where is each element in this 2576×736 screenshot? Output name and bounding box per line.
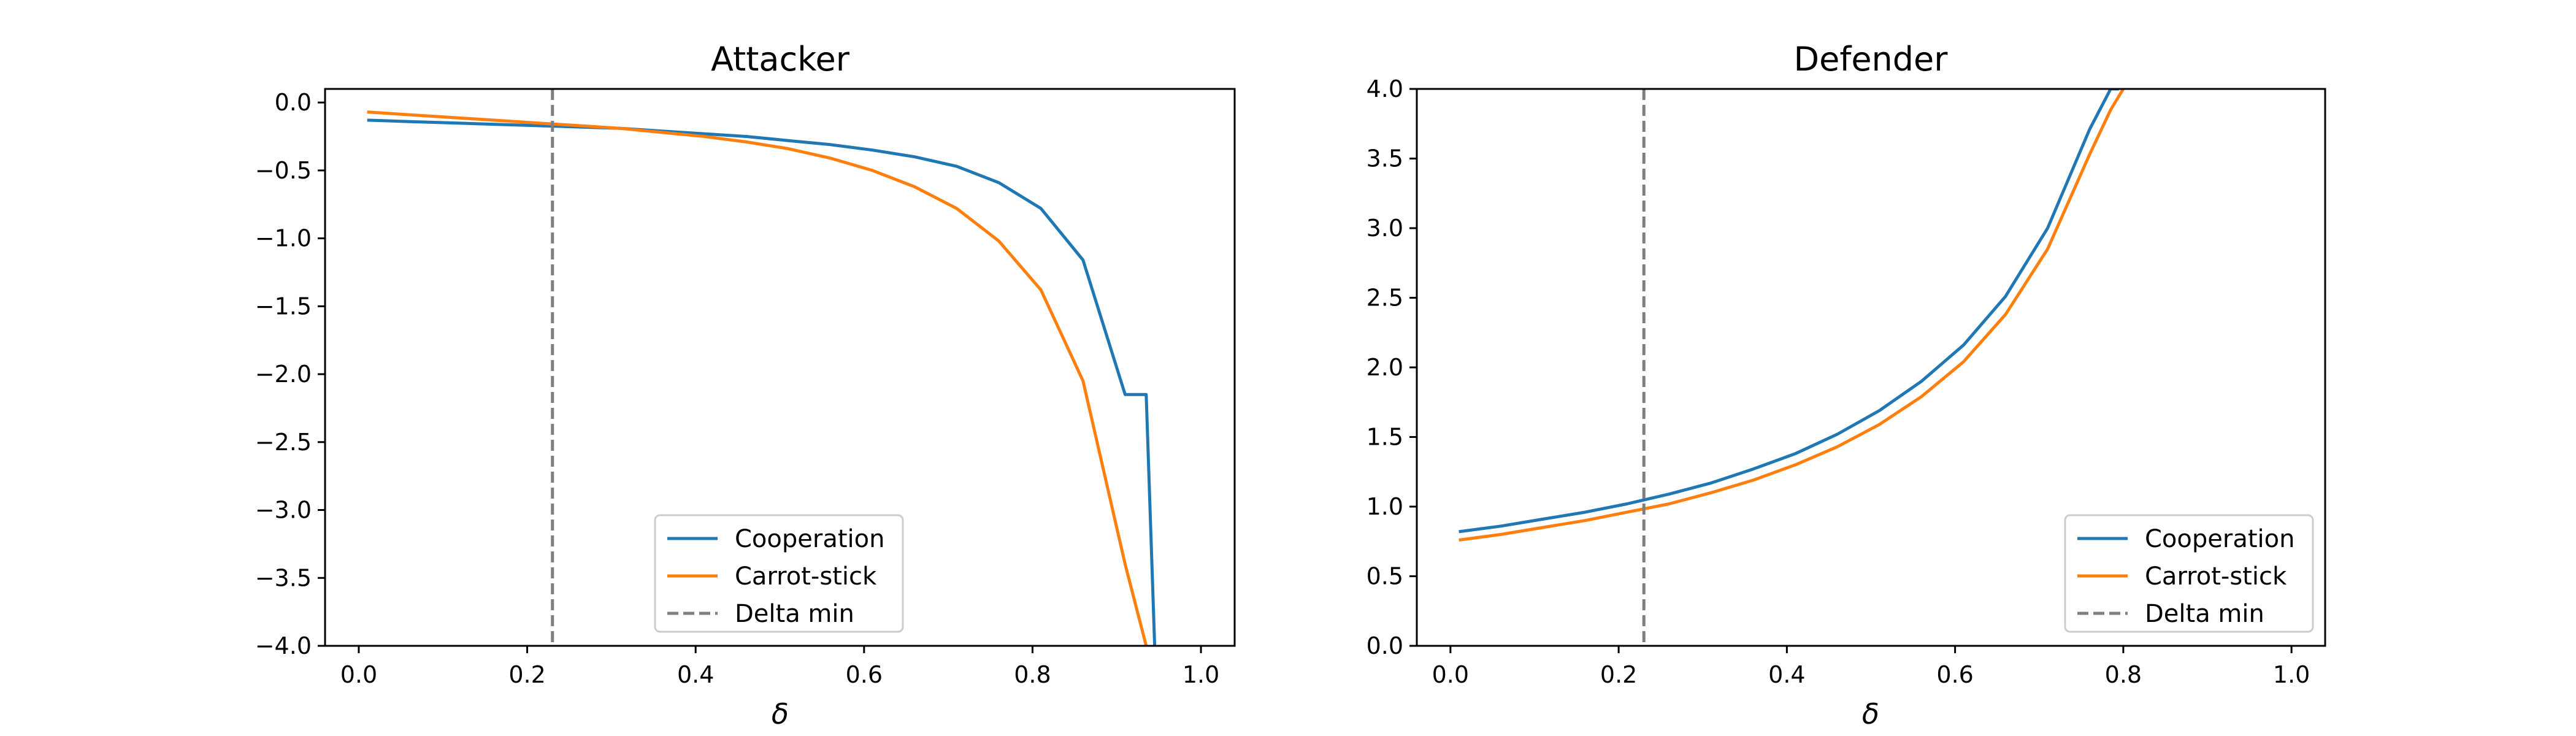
series-carrot-stick bbox=[367, 110, 1148, 646]
x-tick-label: 0.0 bbox=[340, 661, 377, 688]
legend-label: Delta min bbox=[2145, 600, 2264, 628]
y-tick-label: −1.0 bbox=[255, 225, 312, 252]
chart-title: Attacker bbox=[711, 40, 850, 79]
x-ticks: 0.0 0.2 0.4 0.6 0.8 1.0 bbox=[1432, 646, 2310, 688]
legend: Cooperation Carrot-stick Delta min bbox=[654, 514, 904, 633]
y-tick-label: −4.0 bbox=[255, 632, 312, 659]
x-tick-label: 1.0 bbox=[1183, 661, 1219, 688]
y-tick-label: 1.0 bbox=[1367, 493, 1403, 520]
legend: Cooperation Carrot-stick Delta min bbox=[2064, 514, 2314, 633]
x-tick-label: 0.2 bbox=[1600, 661, 1637, 688]
y-tick-label: −3.5 bbox=[255, 564, 312, 591]
series-cooperation bbox=[367, 118, 1157, 646]
x-tick-label: 0.6 bbox=[1936, 661, 1973, 688]
y-tick-label: 2.0 bbox=[1367, 354, 1403, 381]
series-cooperation bbox=[1459, 89, 2119, 534]
y-tick-label: 0.0 bbox=[275, 89, 312, 116]
x-axis-label: δ bbox=[1862, 697, 1879, 730]
x-tick-label: 0.0 bbox=[1432, 661, 1469, 688]
legend-label: Cooperation bbox=[735, 525, 884, 553]
legend-box bbox=[654, 514, 904, 633]
y-tick-label: 4.0 bbox=[1367, 75, 1403, 102]
x-tick-label: 0.4 bbox=[677, 661, 714, 688]
x-tick-label: 0.8 bbox=[2105, 661, 2142, 688]
y-tick-label: 1.5 bbox=[1367, 424, 1403, 451]
y-tick-label: 2.5 bbox=[1367, 285, 1403, 312]
y-tick-label: 3.5 bbox=[1367, 145, 1403, 172]
attacker-chart: Attacker 0.0 −0.5 −1.0 −1.5 −2.0 −2.5 −3.0 −3.5… bbox=[255, 40, 1236, 730]
series-carrot-stick bbox=[1459, 89, 2125, 542]
plot-frame bbox=[1416, 88, 2326, 647]
legend-label: Cooperation bbox=[2145, 525, 2294, 553]
y-ticks: 0.0 0.5 1.0 1.5 2.0 2.5 3.0 3.5 4.0 bbox=[1367, 75, 1417, 659]
x-tick-label: 0.8 bbox=[1014, 661, 1051, 688]
x-tick-label: 0.2 bbox=[508, 661, 545, 688]
y-tick-label: −0.5 bbox=[255, 157, 312, 184]
y-tick-label: −2.0 bbox=[255, 361, 312, 388]
y-tick-label: 0.5 bbox=[1367, 563, 1403, 590]
x-ticks: 0.0 0.2 0.4 0.6 0.8 1.0 bbox=[340, 646, 1219, 688]
defender-chart: Defender 0.0 0.5 1.0 1.5 2.0 2.5 3.0 3.5 4.0 0.0… bbox=[1367, 40, 2326, 730]
chart-title: Defender bbox=[1794, 40, 1949, 79]
y-tick-label: 0.0 bbox=[1367, 632, 1403, 659]
y-tick-label: 3.0 bbox=[1367, 215, 1403, 242]
y-tick-label: −1.5 bbox=[255, 293, 312, 320]
y-tick-label: −2.5 bbox=[255, 429, 312, 456]
legend-label: Carrot-stick bbox=[735, 562, 877, 591]
x-tick-label: 0.6 bbox=[846, 661, 883, 688]
y-ticks: 0.0 −0.5 −1.0 −1.5 −2.0 −2.5 −3.0 −3.5 −4.0 bbox=[255, 89, 325, 659]
plot-frame bbox=[324, 88, 1236, 647]
y-tick-label: −3.0 bbox=[255, 497, 312, 524]
x-tick-label: 0.4 bbox=[1768, 661, 1805, 688]
series-lines bbox=[1459, 89, 2125, 646]
legend-label: Carrot-stick bbox=[2145, 562, 2287, 591]
x-axis-label: δ bbox=[772, 697, 789, 730]
series-lines bbox=[367, 89, 1157, 646]
legend-box bbox=[2064, 514, 2314, 633]
x-tick-label: 1.0 bbox=[2273, 661, 2310, 688]
legend-label: Delta min bbox=[735, 600, 854, 628]
